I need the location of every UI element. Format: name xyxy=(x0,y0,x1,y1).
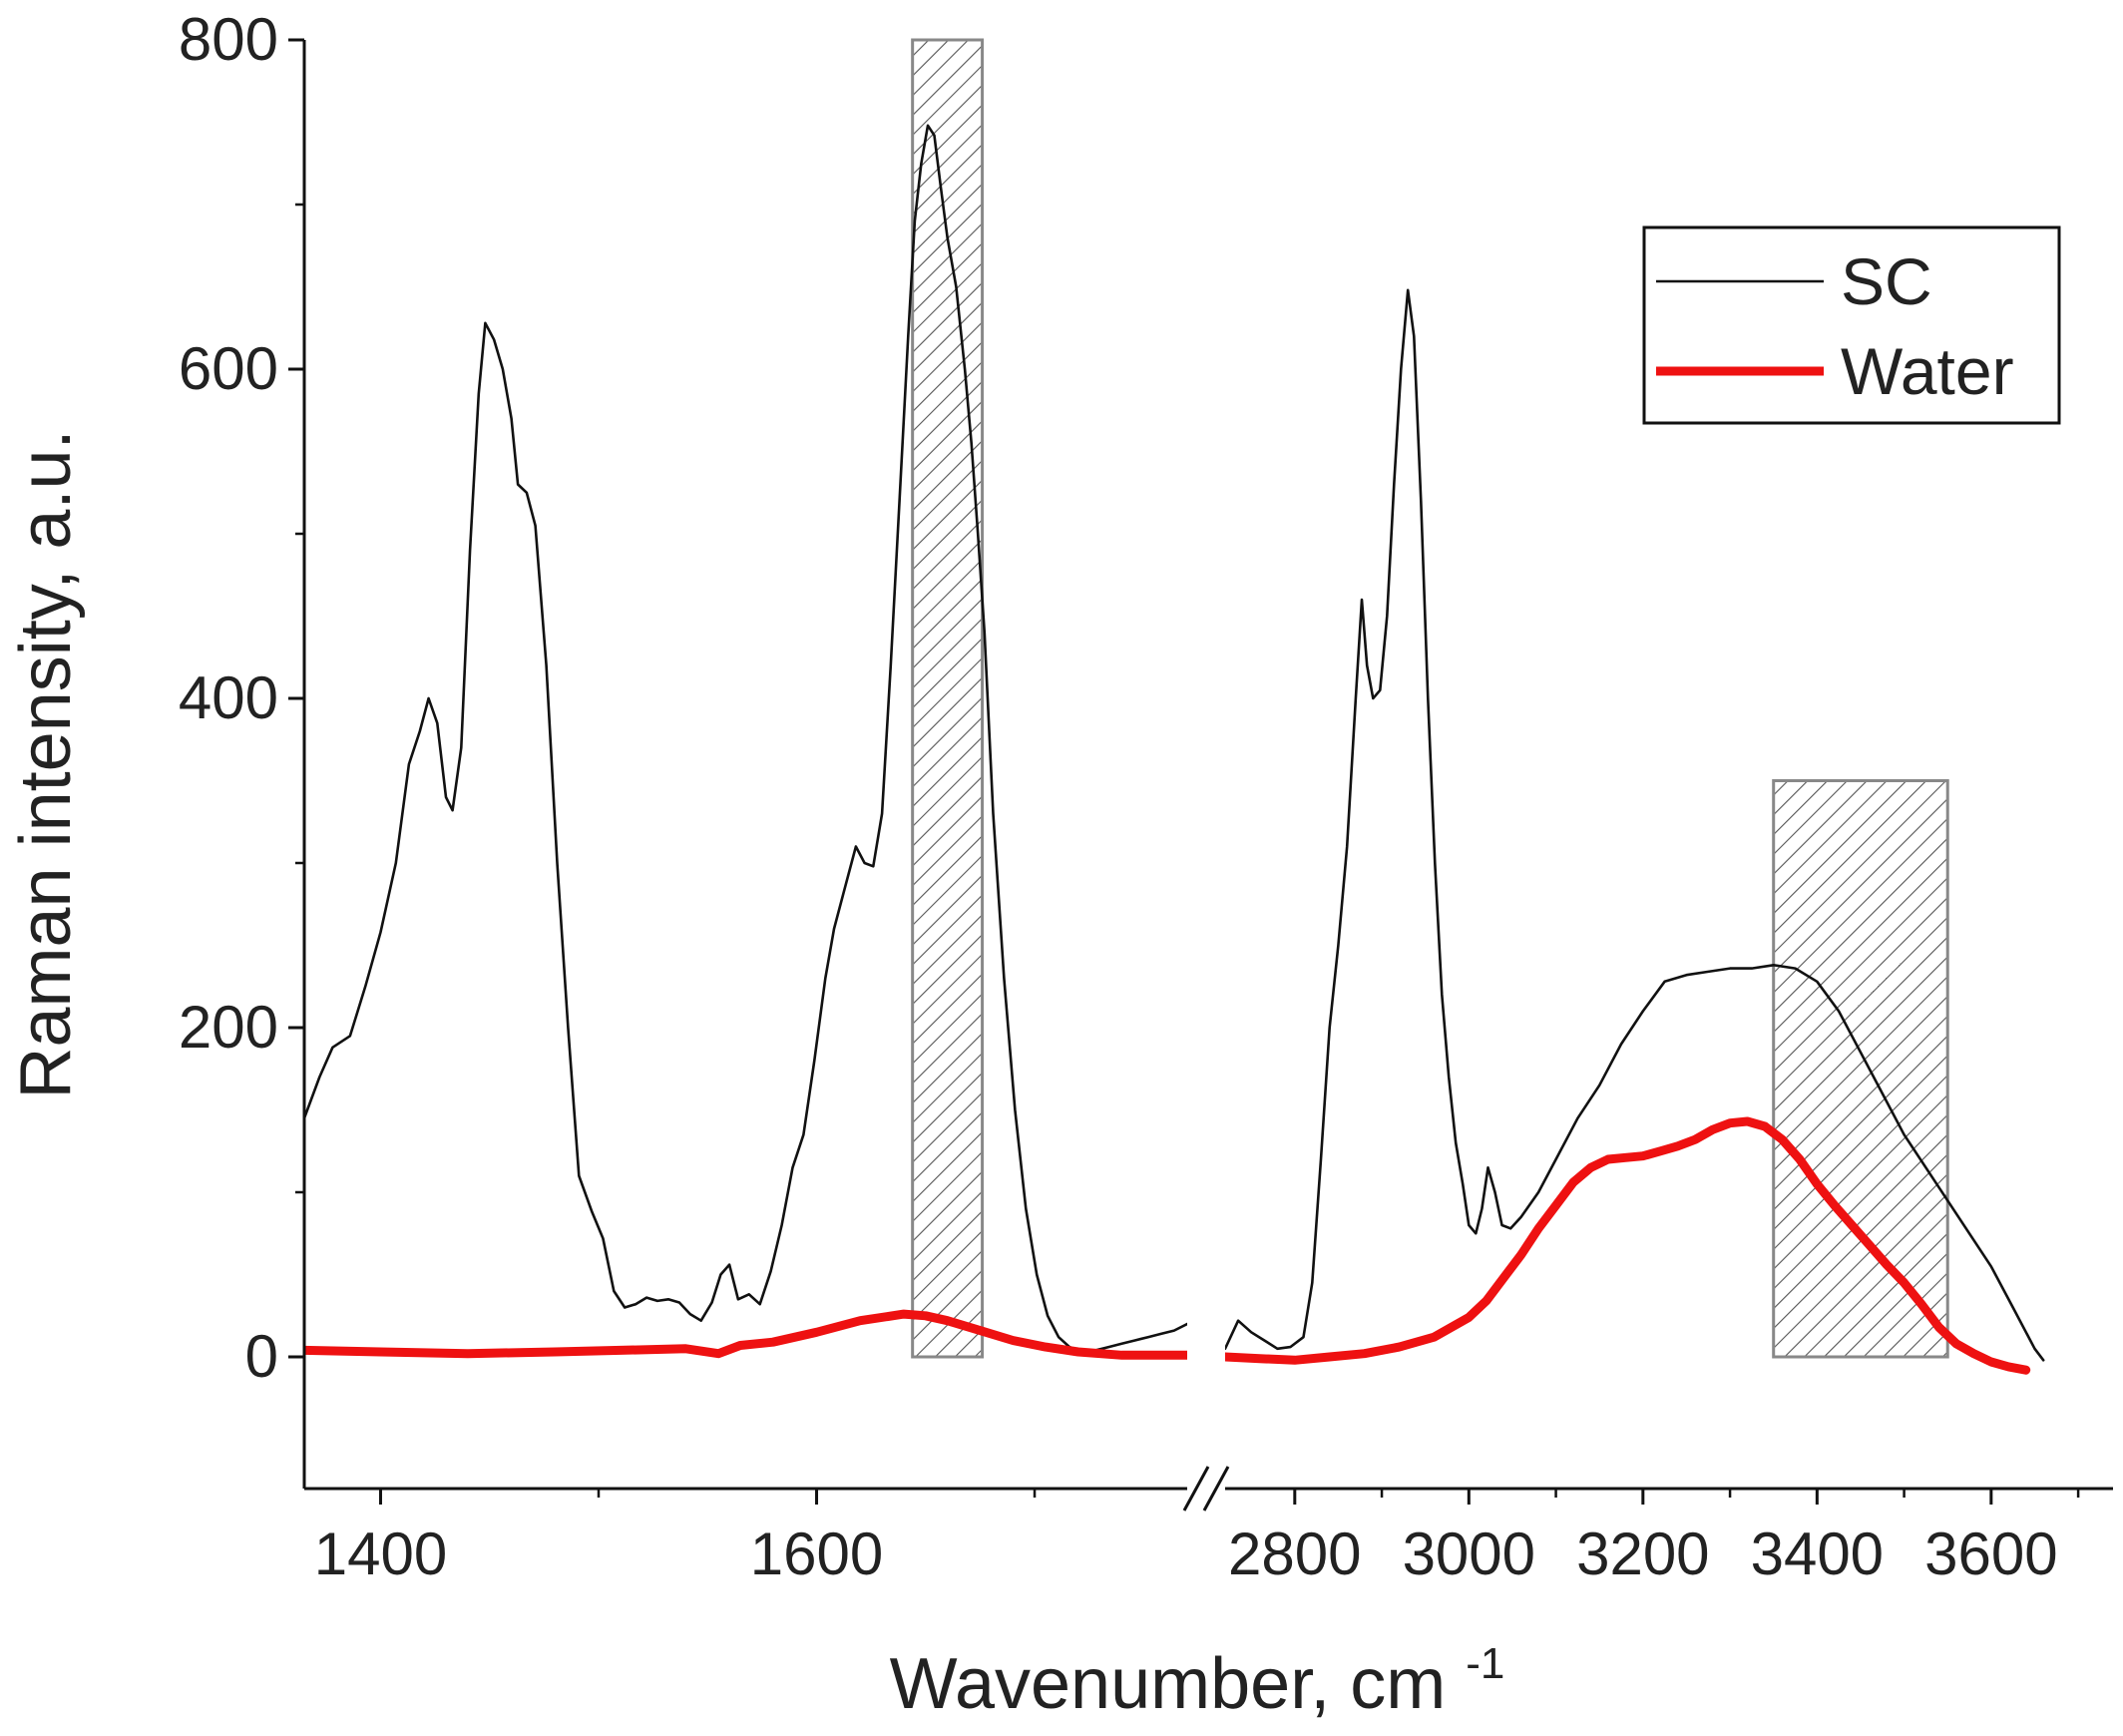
x-tick-label: 3200 xyxy=(1576,1520,1709,1587)
legend: SC Water xyxy=(1642,225,2061,425)
shaded-regions xyxy=(911,38,1949,1359)
series-line-sc-part-1 xyxy=(304,124,1187,1354)
y-tick-label: 0 xyxy=(245,1323,278,1390)
x-axis-title-superscript: -1 xyxy=(1466,1639,1504,1688)
axis-break-mark-1 xyxy=(1182,1466,1210,1512)
x-tick-label: 1400 xyxy=(314,1520,447,1587)
axis-break-mark-2 xyxy=(1202,1466,1230,1512)
series-line-water-part-1 xyxy=(304,1309,1187,1360)
y-axis-title: Raman intensity, a.u. xyxy=(6,430,86,1099)
y-tick-label: 200 xyxy=(179,994,278,1061)
shaded-region-1 xyxy=(911,38,985,1359)
x-tick-label: 3400 xyxy=(1751,1520,1884,1587)
legend-label-water: Water xyxy=(1841,334,2014,408)
x-tick-label: 2800 xyxy=(1228,1520,1361,1587)
x-axis-title-main: Wavenumber, cm xyxy=(890,1644,1447,1724)
shaded-region-2 xyxy=(1772,779,1949,1359)
x-tick-label: 3600 xyxy=(1924,1520,2057,1587)
x-tick-label: 3000 xyxy=(1403,1520,1535,1587)
series-line-water-part-2 xyxy=(1225,1116,2031,1375)
tick-labels: 0 200 400 600 800 1400 1600 2800 3000 3200 3400 360… xyxy=(179,6,2058,1587)
series-line-sc-part-2 xyxy=(1225,288,2045,1362)
x-axis-title: Wavenumber, cm -1 xyxy=(890,1639,1505,1724)
series-lines xyxy=(304,124,2045,1375)
legend-label-sc: SC xyxy=(1841,244,1932,318)
y-tick-label: 400 xyxy=(179,664,278,731)
y-tick-label: 600 xyxy=(179,335,278,402)
legend-box xyxy=(1642,225,2061,425)
x-tick-label: 1600 xyxy=(750,1520,883,1587)
y-tick-label: 800 xyxy=(179,6,278,73)
axes xyxy=(288,38,2113,1512)
